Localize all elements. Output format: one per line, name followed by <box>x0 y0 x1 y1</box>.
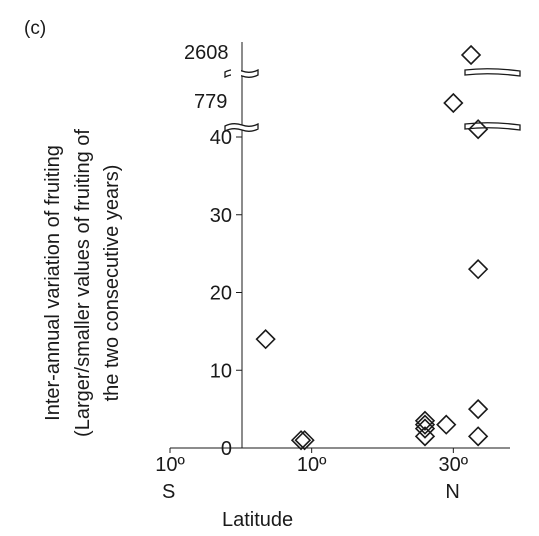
axis-break-mark-upper <box>224 68 259 79</box>
x-tick-label: 10º <box>155 454 185 476</box>
data-point-diamond <box>414 410 436 431</box>
panel-label: (c) <box>24 18 46 39</box>
y-axis-title-line-3: the two consecutive years) <box>101 165 123 402</box>
x-tick-label: 30º <box>439 454 469 476</box>
data-point-diamond <box>460 44 482 66</box>
data-point-diamond <box>414 414 436 435</box>
y-tick-label: 20 <box>210 283 232 305</box>
y-break-label-mask <box>231 40 241 120</box>
data-points <box>255 44 489 451</box>
axis-break-marks <box>224 68 521 133</box>
data-point-diamond <box>467 119 489 140</box>
plot-break-mark-lower <box>464 122 521 131</box>
axis-break-mark-lower <box>224 122 259 133</box>
data-point-diamond <box>414 426 436 447</box>
y-tick-label: 10 <box>210 360 232 382</box>
x-axis-title: Latitude <box>222 509 293 531</box>
y-tick-label: 40 <box>210 127 232 149</box>
y-axis-ticks: 0 10 20 30 40 <box>210 127 242 460</box>
y-tick-label: 30 <box>210 205 232 227</box>
data-point-diamond <box>443 92 464 114</box>
x-tick-sublabel: N <box>445 481 459 503</box>
data-point-diamond <box>294 430 315 451</box>
data-point-diamond <box>436 414 457 435</box>
data-point-diamond <box>255 329 276 350</box>
y-axis-title: Inter-annual variation of fruiting (Larg… <box>42 129 123 437</box>
y-tick-label: 0 <box>221 438 232 460</box>
x-tick-label: 10º <box>297 454 327 476</box>
x-tick-sublabel: S <box>162 481 175 503</box>
y-axis-title-line-1: Inter-annual variation of fruiting <box>42 145 64 421</box>
data-point-diamond <box>414 418 436 439</box>
y-break-tick-label-2608: 2608 <box>184 42 229 64</box>
plot-break-mark-upper <box>464 68 521 77</box>
y-break-tick-labels: 2608 779 <box>184 40 241 120</box>
data-point-diamond <box>467 398 489 420</box>
data-point-diamond <box>467 259 489 280</box>
x-axis-ticks: 10º S 10º 30º N <box>155 448 469 503</box>
data-point-diamond <box>467 426 489 447</box>
y-break-tick-label-779: 779 <box>194 91 227 113</box>
data-point-diamond <box>290 430 312 451</box>
y-axis-title-line-2: (Larger/smaller values of fruiting of <box>72 129 94 437</box>
